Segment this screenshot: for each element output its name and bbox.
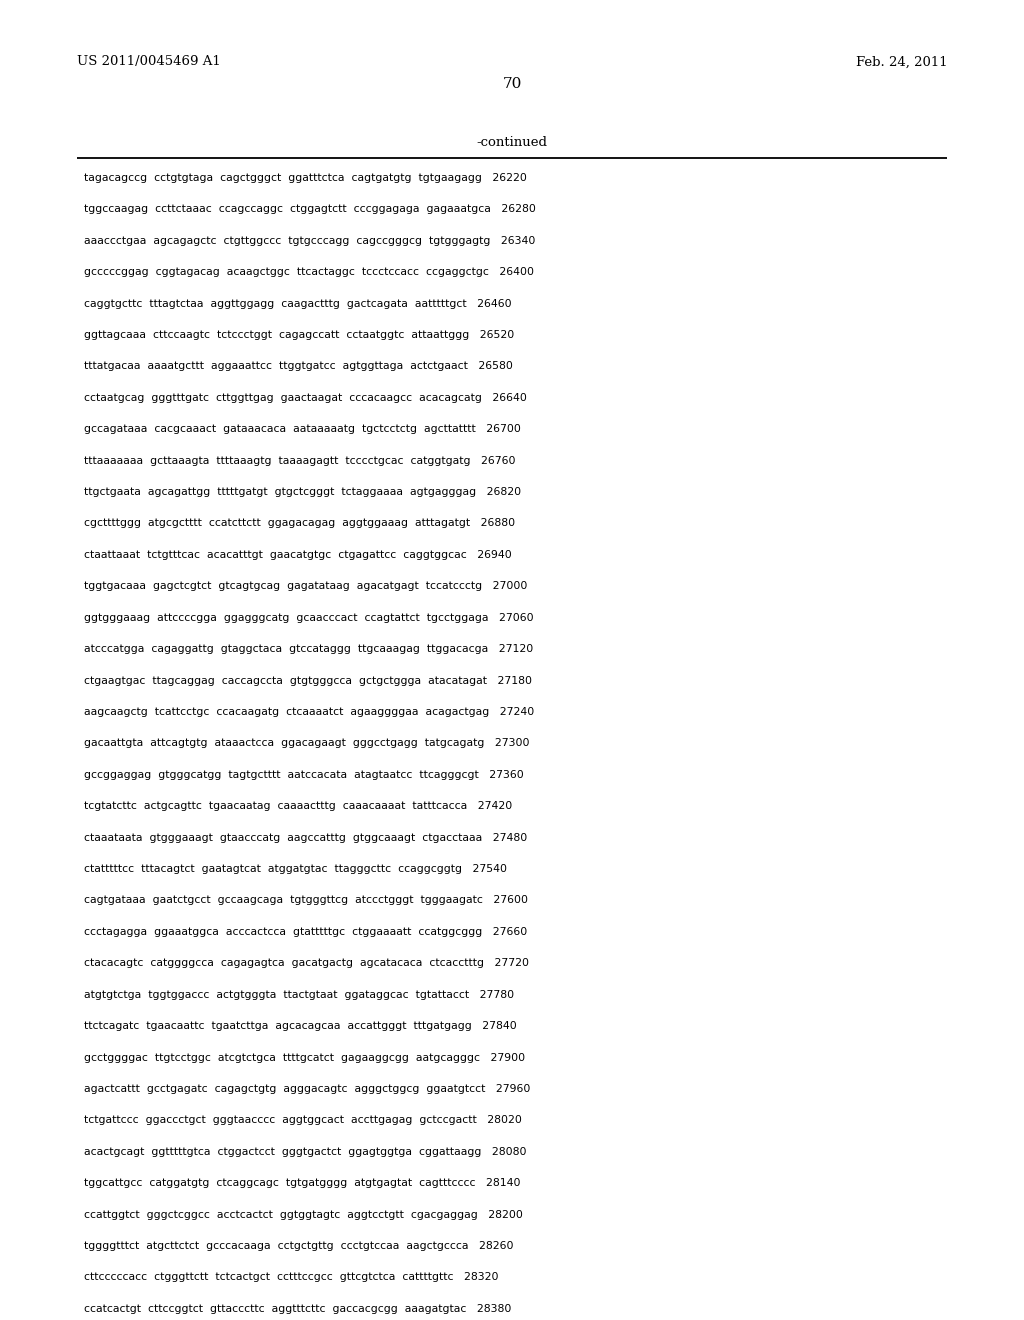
Text: gccagataaa  cacgcaaact  gataaacaca  aataaaaatg  tgctcctctg  agcttatttt   26700: gccagataaa cacgcaaact gataaacaca aataaaa… [84,424,521,434]
Text: ttctcagatc  tgaacaattc  tgaatcttga  agcacagcaa  accattgggt  tttgatgagg   27840: ttctcagatc tgaacaattc tgaatcttga agcacag… [84,1022,517,1031]
Text: tggtgacaaa  gagctcgtct  gtcagtgcag  gagatataag  agacatgagt  tccatccctg   27000: tggtgacaaa gagctcgtct gtcagtgcag gagatat… [84,581,527,591]
Text: atgtgtctga  tggtggaccc  actgtgggta  ttactgtaat  ggataggcac  tgtattacct   27780: atgtgtctga tggtggaccc actgtgggta ttactgt… [84,990,514,999]
Text: tctgattccc  ggaccctgct  gggtaacccc  aggtggcact  accttgagag  gctccgactt   28020: tctgattccc ggaccctgct gggtaacccc aggtggc… [84,1115,522,1126]
Text: aaaccctgaa  agcagagctc  ctgttggccc  tgtgcccagg  cagccgggcg  tgtgggagtg   26340: aaaccctgaa agcagagctc ctgttggccc tgtgccc… [84,236,536,246]
Text: ctgaagtgac  ttagcaggag  caccagccta  gtgtgggcca  gctgctggga  atacatagat   27180: ctgaagtgac ttagcaggag caccagccta gtgtggg… [84,676,532,685]
Text: -continued: -continued [476,136,548,149]
Text: 70: 70 [503,77,521,91]
Text: tcgtatcttc  actgcagttc  tgaacaatag  caaaactttg  caaacaaaat  tatttcacca   27420: tcgtatcttc actgcagttc tgaacaatag caaaact… [84,801,512,812]
Text: aagcaagctg  tcattcctgc  ccacaagatg  ctcaaaatct  agaaggggaa  acagactgag   27240: aagcaagctg tcattcctgc ccacaagatg ctcaaaa… [84,708,535,717]
Text: ccattggtct  gggctcggcc  acctcactct  ggtggtagtc  aggtcctgtt  cgacgaggag   28200: ccattggtct gggctcggcc acctcactct ggtggta… [84,1209,523,1220]
Text: tttatgacaa  aaaatgcttt  aggaaattcc  ttggtgatcc  agtggttaga  actctgaact   26580: tttatgacaa aaaatgcttt aggaaattcc ttggtga… [84,362,513,371]
Text: ggttagcaaa  cttccaagtc  tctccctggt  cagagccatt  cctaatggtc  attaattggg   26520: ggttagcaaa cttccaagtc tctccctggt cagagcc… [84,330,514,341]
Text: ctatttttcc  tttacagtct  gaatagtcat  atggatgtac  ttagggcttc  ccaggcggtg   27540: ctatttttcc tttacagtct gaatagtcat atggatg… [84,865,507,874]
Text: ctaaataata  gtgggaaagt  gtaacccatg  aagccatttg  gtggcaaagt  ctgacctaaa   27480: ctaaataata gtgggaaagt gtaacccatg aagccat… [84,833,527,842]
Text: cttcccccacc  ctgggttctt  tctcactgct  cctttccgcc  gttcgtctca  cattttgttc   28320: cttcccccacc ctgggttctt tctcactgct cctttc… [84,1272,499,1283]
Text: tggcattgcc  catggatgtg  ctcaggcagc  tgtgatgggg  atgtgagtat  cagtttcccc   28140: tggcattgcc catggatgtg ctcaggcagc tgtgatg… [84,1179,520,1188]
Text: US 2011/0045469 A1: US 2011/0045469 A1 [77,55,220,69]
Text: cgcttttggg  atgcgctttt  ccatcttctt  ggagacagag  aggtggaaag  atttagatgt   26880: cgcttttggg atgcgctttt ccatcttctt ggagaca… [84,519,515,528]
Text: tggggtttct  atgcttctct  gcccacaaga  cctgctgttg  ccctgtccaa  aagctgccca   28260: tggggtttct atgcttctct gcccacaaga cctgctg… [84,1241,513,1251]
Text: ttgctgaata  agcagattgg  tttttgatgt  gtgctcgggt  tctaggaaaa  agtgagggag   26820: ttgctgaata agcagattgg tttttgatgt gtgctcg… [84,487,521,498]
Text: ctacacagtc  catggggcca  cagagagtca  gacatgactg  agcatacaca  ctcacctttg   27720: ctacacagtc catggggcca cagagagtca gacatga… [84,958,529,969]
Text: acactgcagt  ggtttttgtca  ctggactcct  gggtgactct  ggagtggtga  cggattaagg   28080: acactgcagt ggtttttgtca ctggactcct gggtga… [84,1147,526,1156]
Text: tagacagccg  cctgtgtaga  cagctgggct  ggatttctca  cagtgatgtg  tgtgaagagg   26220: tagacagccg cctgtgtaga cagctgggct ggatttc… [84,173,526,183]
Text: Feb. 24, 2011: Feb. 24, 2011 [856,55,947,69]
Text: caggtgcttc  tttagtctaa  aggttggagg  caagactttg  gactcagata  aatttttgct   26460: caggtgcttc tttagtctaa aggttggagg caagact… [84,298,512,309]
Text: cctaatgcag  gggtttgatc  cttggttgag  gaactaagat  cccacaagcc  acacagcatg   26640: cctaatgcag gggtttgatc cttggttgag gaactaa… [84,393,526,403]
Text: ggtgggaaag  attccccgga  ggagggcatg  gcaacccact  ccagtattct  tgcctggaga   27060: ggtgggaaag attccccgga ggagggcatg gcaaccc… [84,612,534,623]
Text: cagtgataaa  gaatctgcct  gccaagcaga  tgtgggttcg  atccctgggt  tgggaagatc   27600: cagtgataaa gaatctgcct gccaagcaga tgtgggt… [84,895,528,906]
Text: tttaaaaaaa  gcttaaagta  ttttaaagtg  taaaagagtt  tcccctgcac  catggtgatg   26760: tttaaaaaaa gcttaaagta ttttaaagtg taaaaga… [84,455,515,466]
Text: atcccatgga  cagaggattg  gtaggctaca  gtccataggg  ttgcaaagag  ttggacacga   27120: atcccatgga cagaggattg gtaggctaca gtccata… [84,644,534,655]
Text: gcctggggac  ttgtcctggc  atcgtctgca  ttttgcatct  gagaaggcgg  aatgcagggc   27900: gcctggggac ttgtcctggc atcgtctgca ttttgca… [84,1052,525,1063]
Text: tggccaagag  ccttctaaac  ccagccaggc  ctggagtctt  cccggagaga  gagaaatgca   26280: tggccaagag ccttctaaac ccagccaggc ctggagt… [84,205,536,214]
Text: gacaattgta  attcagtgtg  ataaactcca  ggacagaagt  gggcctgagg  tatgcagatg   27300: gacaattgta attcagtgtg ataaactcca ggacaga… [84,738,529,748]
Text: ctaattaaat  tctgtttcac  acacatttgt  gaacatgtgc  ctgagattcc  caggtggcac   26940: ctaattaaat tctgtttcac acacatttgt gaacatg… [84,550,512,560]
Text: gccggaggag  gtgggcatgg  tagtgctttt  aatccacata  atagtaatcc  ttcagggcgt   27360: gccggaggag gtgggcatgg tagtgctttt aatccac… [84,770,523,780]
Text: ccatcactgt  cttccggtct  gttacccttc  aggtttcttc  gaccacgcgg  aaagatgtac   28380: ccatcactgt cttccggtct gttacccttc aggtttc… [84,1304,511,1313]
Text: agactcattt  gcctgagatc  cagagctgtg  agggacagtc  agggctggcg  ggaatgtcct   27960: agactcattt gcctgagatc cagagctgtg agggaca… [84,1084,530,1094]
Text: gcccccggag  cggtagacag  acaagctggc  ttcactaggc  tccctccacc  ccgaggctgc   26400: gcccccggag cggtagacag acaagctggc ttcacta… [84,267,534,277]
Text: ccctagagga  ggaaatggca  acccactcca  gtatttttgc  ctggaaaatt  ccatggcggg   27660: ccctagagga ggaaatggca acccactcca gtatttt… [84,927,527,937]
